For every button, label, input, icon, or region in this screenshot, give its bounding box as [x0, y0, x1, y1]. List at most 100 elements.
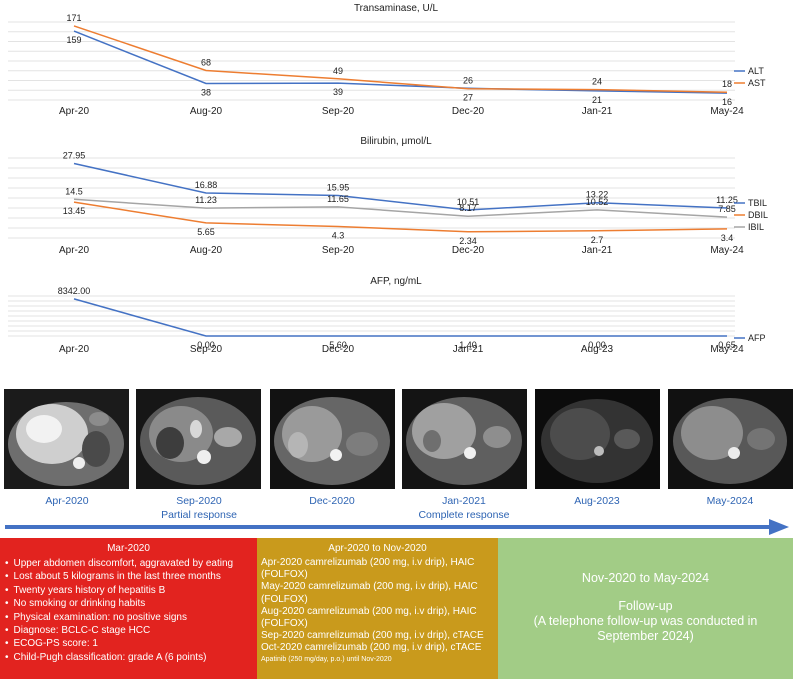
partial-response-label: Partial response	[161, 509, 237, 521]
data-label: 171	[66, 13, 81, 23]
list-item: Physical examination: no positive signs	[5, 611, 257, 624]
follow-up-title: Follow-up	[618, 599, 673, 613]
mri-image-jan-2021	[402, 389, 527, 489]
legend-entry: AST	[748, 78, 766, 88]
data-label: 39	[333, 87, 343, 97]
x-tick-label: May-24	[710, 344, 744, 355]
data-label: 8.17	[459, 203, 477, 213]
data-label: 4.3	[332, 231, 345, 241]
legend-entry: TBIL	[748, 198, 767, 208]
data-label: 14.5	[65, 186, 83, 196]
x-tick-label: May-24	[710, 106, 744, 117]
list-item: (FOLFOX)	[261, 593, 308, 605]
x-tick-label: Dec-20	[452, 106, 485, 117]
data-label: 0.65	[718, 340, 736, 350]
follow-up-note: (A telephone follow-up was conducted in …	[533, 614, 758, 643]
data-label: 38	[201, 88, 211, 98]
x-tick-label: Jan-21	[582, 245, 613, 256]
baseline-panel: Mar-2020 Upper abdomen discomfort, aggra…	[0, 538, 257, 679]
treatment-panel-title: Apr-2020 to Nov-2020	[328, 543, 427, 554]
timeline-arrow	[5, 519, 789, 535]
data-label: 2.7	[591, 235, 604, 245]
data-label: 159	[66, 35, 81, 45]
x-tick-label: Apr-20	[59, 344, 89, 355]
data-label: 13.45	[63, 206, 86, 216]
image-date-label: Jan-2021	[442, 495, 486, 507]
image-date-label: Apr-2020	[45, 495, 89, 507]
legend-entry: DBIL	[748, 210, 768, 220]
x-tick-label: Aug-20	[190, 106, 223, 117]
x-tick-label: Sep-20	[190, 344, 223, 355]
list-item: Upper abdomen discomfort, aggravated by …	[5, 557, 257, 570]
data-label: 11.23	[195, 195, 217, 205]
x-tick-label: Dec-20	[322, 344, 355, 355]
list-item: Oct-2020 camrelizumab (200 mg, i.v drip)…	[261, 642, 482, 654]
image-date-label: May-2024	[706, 495, 754, 507]
series-line-ibil	[73, 198, 728, 218]
data-label: 5.60	[329, 340, 347, 350]
x-tick-label: Sep-20	[322, 106, 355, 117]
legend-entry: AFP	[748, 333, 766, 343]
list-item: (FOLFOX)	[261, 569, 308, 581]
image-date-label: Dec-2020	[309, 495, 355, 507]
data-label: 18	[722, 79, 732, 89]
list-item: Sep-2020 camrelizumab (200 mg, i.v drip)…	[261, 630, 484, 642]
list-item: Aug-2020 camrelizumab (200 mg, i.v drip)…	[261, 605, 477, 617]
x-tick-label: Aug-23	[581, 344, 614, 355]
data-label: 5.65	[197, 227, 215, 237]
x-tick-label: Apr-20	[59, 245, 89, 256]
x-tick-label: May-24	[710, 245, 744, 256]
list-item: Twenty years history of hepatitis B	[5, 584, 257, 597]
data-label: 2.34	[459, 236, 477, 246]
data-label: 0.00	[588, 340, 606, 350]
data-label: 11.65	[327, 194, 349, 204]
data-label: 21	[592, 95, 602, 105]
data-label: 0.00	[197, 340, 215, 350]
list-item: Diagnose: BCLC-C stage HCC	[5, 624, 257, 637]
data-label: 27.95	[63, 151, 86, 161]
list-item: Child-Pugh classification: grade A (6 po…	[5, 651, 257, 664]
image-date-label: Sep-2020	[176, 495, 222, 507]
data-label: 68	[201, 58, 211, 68]
mri-image-apr-2020	[4, 389, 129, 489]
x-tick-label: Sep-20	[322, 245, 355, 256]
apatinib-note: Apatinib (250 mg/day, p.o.) until Nov-20…	[261, 655, 392, 663]
list-item: Lost about 5 kilograms in the last three…	[5, 570, 257, 583]
data-label: 16	[722, 97, 732, 107]
image-date-label: Aug-2023	[574, 495, 620, 507]
data-label: 10.51	[457, 197, 480, 207]
data-label: 11.25	[716, 195, 738, 205]
series-line-ast	[73, 25, 728, 93]
data-label: 13.22	[586, 190, 609, 200]
series-line-afp	[73, 298, 727, 337]
data-label: 26	[463, 76, 473, 86]
series-line-tbil	[73, 162, 728, 211]
data-label: 24	[592, 77, 602, 87]
legend-entry: IBIL	[748, 222, 764, 232]
data-label: 15.95	[327, 183, 350, 193]
legend-entry: ALT	[748, 66, 764, 76]
data-label: 8342.00	[58, 286, 91, 296]
x-tick-label: Apr-20	[59, 106, 89, 117]
mri-image-may-2024	[668, 389, 793, 489]
baseline-panel-title: Mar-2020	[107, 543, 150, 554]
data-label: 49	[333, 66, 343, 76]
list-item: May-2020 camrelizumab (200 mg, i.v drip)…	[261, 581, 478, 593]
x-tick-label: Jan-21	[582, 106, 613, 117]
chart-title: AFP, ng/mL	[370, 276, 422, 287]
series-line-dbil	[73, 201, 728, 233]
mri-image-aug-2023	[535, 389, 660, 489]
follow-up-panel: Nov-2020 to May-2024 Follow-up (A teleph…	[498, 538, 793, 679]
data-label: 16.88	[195, 180, 218, 190]
data-label: 7.85	[718, 204, 736, 214]
data-label: 3.4	[721, 233, 734, 243]
x-tick-label: Jan-21	[453, 344, 484, 355]
treatment-panel: Apr-2020 to Nov-2020 Apr-2020 camrelizum…	[257, 538, 498, 679]
data-label: 27	[463, 92, 473, 102]
list-item: (FOLFOX)	[261, 618, 308, 630]
follow-up-period: Nov-2020 to May-2024	[581, 571, 710, 585]
complete-response-label: Complete response	[418, 509, 510, 521]
data-label: 10.52	[586, 197, 609, 207]
afp-chart: AFP, ng/mL Apr-20 Sep-20 Dec-20 Jan-21 Aug-23…	[8, 276, 766, 355]
chart-title: Bilirubin, μmol/L	[360, 136, 432, 147]
